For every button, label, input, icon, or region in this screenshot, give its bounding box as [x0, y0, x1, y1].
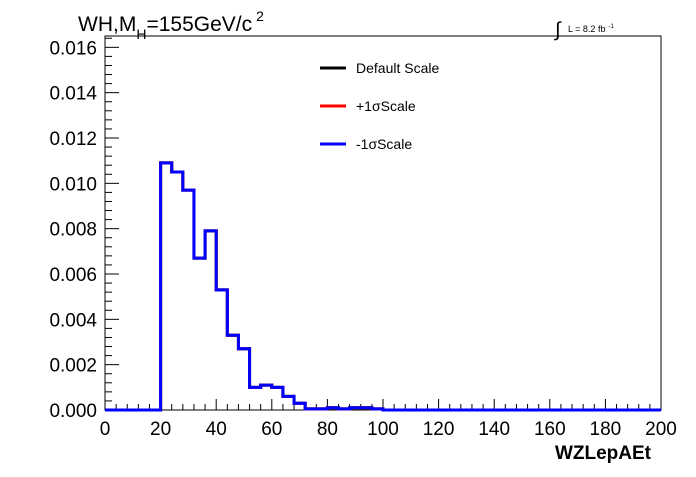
legend-label: +1σScale	[356, 98, 416, 114]
x-tick-label: 200	[645, 419, 677, 440]
series-line-1	[105, 161, 661, 412]
y-tick-label: 0.012	[49, 129, 97, 150]
x-tick-label: 40	[206, 419, 227, 440]
series-layer	[105, 161, 661, 412]
y-tick-label: 0.008	[49, 220, 97, 241]
x-tick-label: 20	[150, 419, 171, 440]
y-tick-label: 0.016	[49, 38, 97, 59]
x-tick-label: 100	[367, 419, 399, 440]
legend-label: -1σScale	[356, 136, 412, 152]
integral-sign: ∫	[554, 19, 562, 41]
x-tick-label: 140	[478, 419, 510, 440]
legend-label: Default Scale	[356, 60, 439, 76]
title-subscript: H	[136, 26, 146, 42]
x-tick-label: 120	[423, 419, 455, 440]
series-line-3	[105, 161, 661, 412]
series-line-2	[105, 161, 661, 412]
x-tick-label: 80	[317, 419, 338, 440]
y-axis: 0.000 0.002 0.004 0.006 0.008 0.010 0.012 0.014…	[49, 37, 119, 422]
lumi-label: L = 8.2 fb -1	[568, 24, 614, 34]
title-superscript: 2	[256, 8, 264, 24]
x-axis-label: WZLepAEt	[555, 443, 652, 464]
y-tick-label: 0.002	[49, 356, 97, 377]
legend: Default Scale +1σScale -1σScale	[320, 60, 439, 152]
title-rest: =155GeV/c	[146, 13, 252, 36]
x-tick-label: 0	[100, 419, 111, 440]
y-tick-label: 0.010	[49, 174, 97, 195]
y-tick-label: 0.004	[49, 310, 97, 331]
title-main: WH,M	[78, 13, 136, 36]
y-tick-label: 0.014	[49, 84, 97, 105]
x-tick-label: 160	[534, 419, 566, 440]
lumi-superscript: -1	[608, 24, 614, 30]
y-tick-label: 0.000	[49, 401, 97, 422]
y-tick-label: 0.006	[49, 265, 97, 286]
x-axis: 0 20 40 60 80 100 120 140 160 180 200	[100, 399, 677, 440]
x-tick-label: 180	[590, 419, 622, 440]
x-tick-label: 60	[261, 419, 282, 440]
plot-frame	[104, 35, 662, 411]
chart-title: WH,MH=155GeV/c 2	[78, 8, 264, 42]
